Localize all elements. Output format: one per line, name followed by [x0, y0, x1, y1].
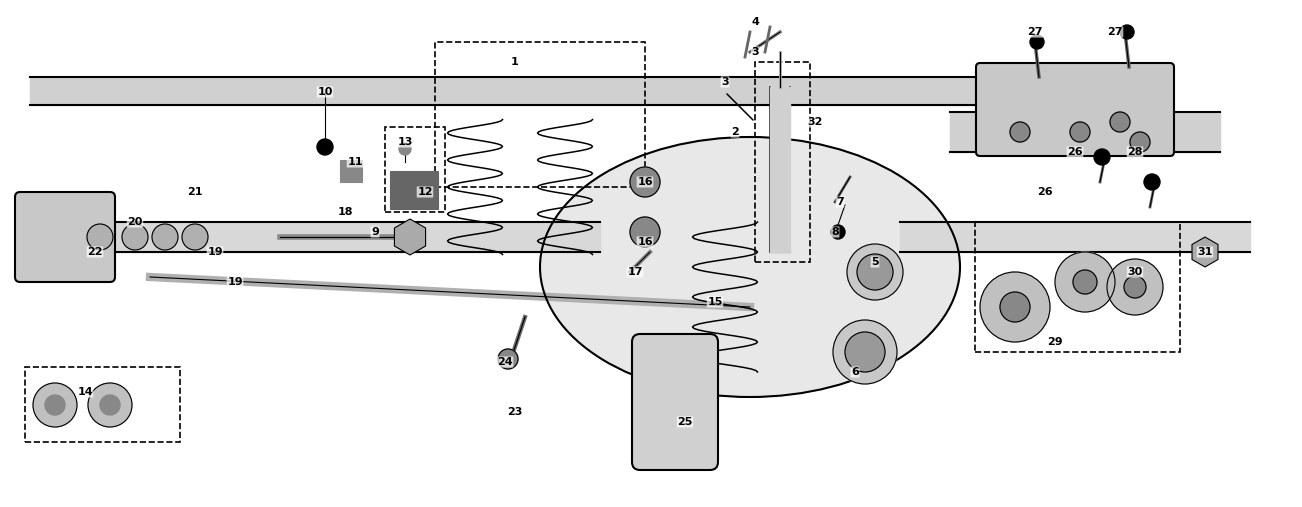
Circle shape: [1070, 122, 1090, 142]
Text: 5: 5: [871, 257, 879, 267]
Text: 22: 22: [87, 247, 103, 257]
Circle shape: [33, 383, 77, 427]
Circle shape: [1073, 270, 1098, 294]
Text: 19: 19: [227, 277, 242, 287]
Circle shape: [1111, 112, 1130, 132]
Circle shape: [316, 139, 333, 155]
Circle shape: [89, 383, 132, 427]
Text: 27: 27: [1107, 27, 1122, 37]
Text: 16: 16: [637, 237, 652, 247]
FancyBboxPatch shape: [16, 192, 115, 282]
Circle shape: [1144, 174, 1160, 190]
Circle shape: [122, 224, 148, 250]
Circle shape: [857, 254, 893, 290]
Text: 25: 25: [677, 417, 693, 427]
Text: 21: 21: [187, 187, 203, 197]
Circle shape: [46, 395, 65, 415]
Circle shape: [152, 224, 178, 250]
Text: 32: 32: [807, 117, 823, 127]
Circle shape: [182, 224, 208, 250]
Text: 1: 1: [512, 57, 519, 67]
Text: 24: 24: [497, 357, 513, 367]
Text: 28: 28: [1128, 147, 1143, 157]
Text: 12: 12: [417, 187, 432, 197]
Circle shape: [100, 395, 120, 415]
Text: 20: 20: [128, 217, 143, 227]
Text: 11: 11: [348, 157, 363, 167]
Bar: [755, 62, 810, 262]
Circle shape: [1124, 276, 1146, 298]
Text: 14: 14: [77, 387, 92, 397]
Text: 26: 26: [1038, 187, 1053, 197]
Text: 27: 27: [1027, 27, 1043, 37]
Circle shape: [630, 217, 660, 247]
Text: 3: 3: [721, 77, 729, 87]
Text: 13: 13: [397, 137, 413, 147]
Text: 29: 29: [1047, 337, 1062, 347]
Text: 17: 17: [628, 267, 643, 277]
Text: 19: 19: [207, 247, 223, 257]
Text: 4: 4: [751, 17, 759, 27]
Text: 9: 9: [371, 227, 379, 237]
Circle shape: [1107, 259, 1163, 315]
Circle shape: [1120, 25, 1134, 39]
Circle shape: [833, 320, 897, 384]
Ellipse shape: [540, 137, 960, 397]
Text: 30: 30: [1128, 267, 1143, 277]
Text: 31: 31: [1198, 247, 1212, 257]
Text: 26: 26: [1068, 147, 1083, 157]
Text: 23: 23: [508, 407, 522, 417]
FancyBboxPatch shape: [976, 63, 1174, 156]
Bar: [385, 127, 445, 212]
Circle shape: [87, 224, 113, 250]
Circle shape: [1094, 149, 1111, 165]
Circle shape: [1030, 35, 1044, 49]
Circle shape: [845, 332, 885, 372]
Circle shape: [831, 225, 845, 239]
Circle shape: [1130, 132, 1150, 152]
Bar: [391, 171, 437, 209]
Text: 18: 18: [337, 207, 353, 217]
Bar: [25, 367, 180, 442]
FancyBboxPatch shape: [631, 334, 717, 470]
Text: 7: 7: [836, 197, 844, 207]
Text: 10: 10: [318, 87, 333, 97]
Text: 3: 3: [751, 47, 759, 57]
FancyArrowPatch shape: [727, 94, 753, 120]
Bar: [435, 42, 644, 187]
Text: 6: 6: [852, 367, 859, 377]
Bar: [975, 222, 1180, 352]
Bar: [340, 160, 362, 182]
Text: 2: 2: [732, 127, 738, 137]
Circle shape: [630, 167, 660, 197]
Circle shape: [1055, 252, 1115, 312]
Circle shape: [1000, 292, 1030, 322]
Text: 16: 16: [637, 177, 652, 187]
Circle shape: [497, 349, 518, 369]
Text: 8: 8: [831, 227, 838, 237]
Circle shape: [848, 244, 904, 300]
Circle shape: [398, 143, 411, 155]
Text: 15: 15: [707, 297, 723, 307]
Circle shape: [1010, 122, 1030, 142]
Circle shape: [980, 272, 1049, 342]
